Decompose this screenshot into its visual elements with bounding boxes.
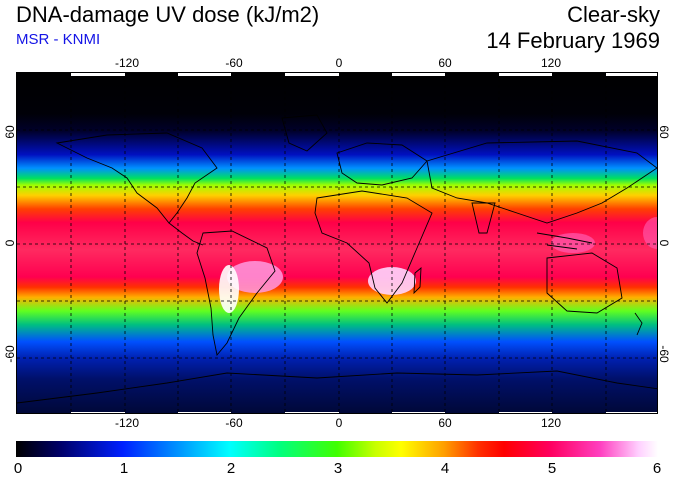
lon-tick-top: 120 <box>540 56 562 70</box>
date-label: 14 February 1969 <box>486 28 660 53</box>
colorbar-label: 4 <box>440 460 450 477</box>
lon-tick-top: -60 <box>225 56 243 70</box>
colorbar-label: 5 <box>547 460 557 477</box>
lon-tick-top: 0 <box>335 56 343 70</box>
lon-tick-top: 60 <box>438 56 452 70</box>
uv-dose-map <box>16 72 658 414</box>
lon-tick-bottom: -60 <box>225 416 243 430</box>
colorbar-label: 0 <box>13 460 23 477</box>
map-title: DNA-damage UV dose (kJ/m2) <box>16 2 320 27</box>
lat-tick-left: 60 <box>3 125 17 139</box>
lon-tick-bottom: 120 <box>540 416 562 430</box>
lon-tick-bottom: -120 <box>114 416 140 430</box>
colorbar-label: 6 <box>652 460 662 477</box>
peak-dose-andes <box>219 265 239 313</box>
lat-tick-right: -60 <box>657 345 671 363</box>
high-dose-area-pacific <box>643 217 657 249</box>
lat-tick-right: 60 <box>657 125 671 139</box>
high-dose-area-southern-africa <box>368 267 416 295</box>
coastlines <box>17 114 657 404</box>
colorbar-label: 3 <box>333 460 343 477</box>
lat-tick-right: 0 <box>657 239 671 247</box>
lat-tick-left: -60 <box>3 345 17 363</box>
colorbar-label: 2 <box>226 460 236 477</box>
color-scale-bar <box>16 441 658 457</box>
map-overlay <box>17 73 657 413</box>
credit-label: MSR - KNMI <box>16 31 101 48</box>
frame-ticks <box>71 73 657 413</box>
graticule <box>17 73 657 413</box>
colorbar-label: 1 <box>119 460 129 477</box>
lon-tick-bottom: 0 <box>335 416 343 430</box>
lat-tick-left: 0 <box>3 239 17 247</box>
lon-tick-bottom: 60 <box>438 416 452 430</box>
sky-condition-label: Clear-sky <box>567 2 660 27</box>
lon-tick-top: -120 <box>114 56 140 70</box>
high-dose-area-south-america <box>227 261 283 293</box>
high-dose-area-indonesia <box>551 233 595 253</box>
